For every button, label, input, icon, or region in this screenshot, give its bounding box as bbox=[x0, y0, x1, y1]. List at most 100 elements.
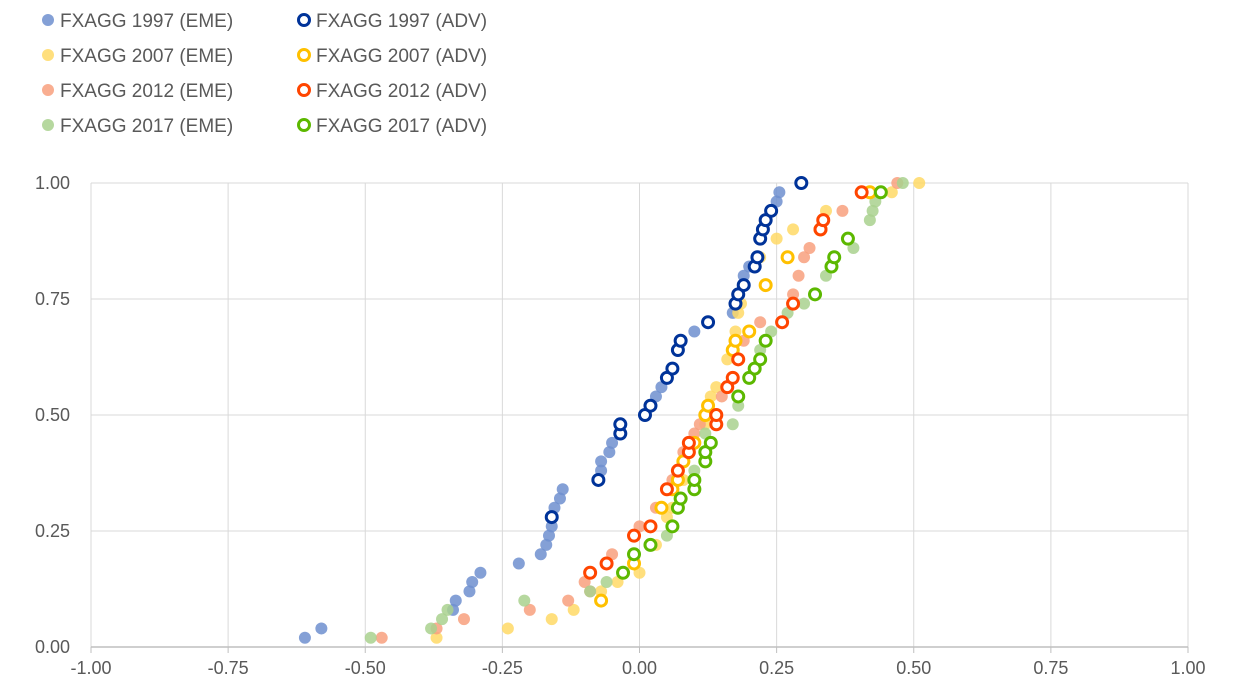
series-fxagg-2017-adv bbox=[616, 185, 888, 580]
data-point-ring bbox=[808, 287, 823, 302]
data-point bbox=[562, 594, 575, 607]
legend-label: FXAGG 2012 (EME) bbox=[60, 81, 233, 102]
data-point-ring bbox=[591, 472, 606, 487]
legend-label: FXAGG 2017 (EME) bbox=[60, 116, 233, 137]
data-point bbox=[726, 418, 739, 431]
legend-item: FXAGG 1997 (ADV) bbox=[297, 11, 487, 32]
data-point bbox=[545, 613, 558, 626]
data-point bbox=[754, 316, 767, 329]
data-point-ring bbox=[687, 472, 702, 487]
legend-item: FXAGG 2017 (ADV) bbox=[297, 116, 487, 137]
legend: FXAGG 1997 (EME) FXAGG 1997 (ADV) FXAGG 20… bbox=[42, 11, 487, 137]
data-point bbox=[798, 251, 811, 264]
data-point bbox=[913, 177, 926, 189]
data-point bbox=[430, 631, 443, 644]
data-points bbox=[298, 176, 926, 644]
legend-item: FXAGG 1997 (EME) bbox=[42, 11, 233, 32]
data-point bbox=[866, 204, 879, 217]
x-tick-label: 0.25 bbox=[759, 658, 794, 678]
data-point-ring bbox=[673, 491, 688, 506]
series-fxagg-1997-eme bbox=[298, 186, 786, 644]
data-point bbox=[600, 576, 613, 589]
legend-item: FXAGG 2007 (EME) bbox=[42, 46, 233, 67]
y-tick-label: 0.25 bbox=[35, 521, 70, 541]
data-point bbox=[466, 576, 479, 589]
data-point-ring bbox=[659, 482, 674, 497]
x-tick-label: -1.00 bbox=[70, 658, 111, 678]
data-point-ring bbox=[665, 519, 680, 534]
data-point-ring bbox=[731, 352, 746, 367]
data-point-ring bbox=[736, 278, 751, 293]
data-point bbox=[770, 232, 783, 245]
data-point-ring bbox=[643, 519, 658, 534]
data-point-ring bbox=[764, 203, 779, 218]
data-point bbox=[836, 204, 849, 217]
legend-label: FXAGG 2007 (EME) bbox=[60, 46, 233, 67]
data-point-ring bbox=[725, 370, 740, 385]
data-point-ring bbox=[816, 213, 831, 228]
data-point bbox=[518, 594, 531, 607]
y-tick-label: 1.00 bbox=[35, 173, 70, 193]
data-point bbox=[449, 594, 462, 607]
data-point bbox=[803, 241, 816, 254]
data-point bbox=[603, 446, 616, 459]
legend-ring-marker-icon bbox=[297, 83, 311, 97]
data-point-ring bbox=[854, 185, 869, 200]
data-point-ring bbox=[758, 278, 773, 293]
data-point bbox=[787, 223, 800, 236]
x-tick-label: 1.00 bbox=[1170, 658, 1205, 678]
data-point-ring bbox=[673, 333, 688, 348]
data-point-ring bbox=[681, 435, 696, 450]
legend-ring-marker-icon bbox=[297, 48, 311, 62]
y-tick-label: 0.75 bbox=[35, 289, 70, 309]
data-point-ring bbox=[583, 565, 598, 580]
legend-label: FXAGG 1997 (ADV) bbox=[316, 11, 487, 32]
x-tick-label: -0.75 bbox=[208, 658, 249, 678]
legend-ring-marker-icon bbox=[297, 118, 311, 132]
data-point bbox=[792, 269, 805, 282]
series-fxagg-2012-adv bbox=[583, 185, 869, 580]
legend-dot-marker-icon bbox=[42, 14, 54, 26]
data-point bbox=[595, 455, 608, 468]
data-point bbox=[863, 214, 876, 227]
data-point-ring bbox=[742, 324, 757, 339]
data-point bbox=[457, 613, 470, 626]
legend-label: FXAGG 1997 (EME) bbox=[60, 11, 233, 32]
data-point bbox=[773, 186, 786, 199]
data-point-ring bbox=[594, 593, 609, 608]
x-tick-label: -0.25 bbox=[482, 658, 523, 678]
data-point-ring bbox=[616, 565, 631, 580]
data-point bbox=[885, 186, 898, 199]
data-point bbox=[523, 603, 536, 616]
legend-label: FXAGG 2017 (ADV) bbox=[316, 116, 487, 137]
y-tick-label: 0.00 bbox=[35, 637, 70, 657]
data-point-ring bbox=[599, 556, 614, 571]
legend-ring-marker-icon bbox=[297, 13, 311, 27]
data-point-ring bbox=[701, 398, 716, 413]
data-point-ring bbox=[627, 528, 642, 543]
data-point bbox=[556, 483, 569, 496]
data-point bbox=[688, 325, 701, 338]
data-point-ring bbox=[701, 315, 716, 330]
data-point-ring bbox=[643, 537, 658, 552]
data-point-ring bbox=[709, 408, 724, 422]
data-point-ring bbox=[728, 333, 743, 348]
data-point-ring bbox=[731, 389, 746, 404]
data-point-ring bbox=[627, 547, 642, 562]
data-point-ring bbox=[670, 463, 685, 478]
data-point-ring bbox=[794, 176, 809, 190]
data-point-ring bbox=[703, 435, 718, 450]
data-point-ring bbox=[654, 500, 669, 515]
data-point bbox=[425, 622, 438, 635]
legend-label: FXAGG 2007 (ADV) bbox=[316, 46, 487, 67]
data-point bbox=[567, 603, 580, 616]
data-point-ring bbox=[544, 510, 559, 525]
data-point-ring bbox=[840, 231, 855, 246]
data-point bbox=[375, 631, 388, 644]
data-point bbox=[896, 177, 909, 189]
data-point bbox=[441, 603, 454, 616]
data-point bbox=[798, 297, 811, 310]
data-point bbox=[710, 381, 723, 394]
data-point bbox=[501, 622, 514, 635]
